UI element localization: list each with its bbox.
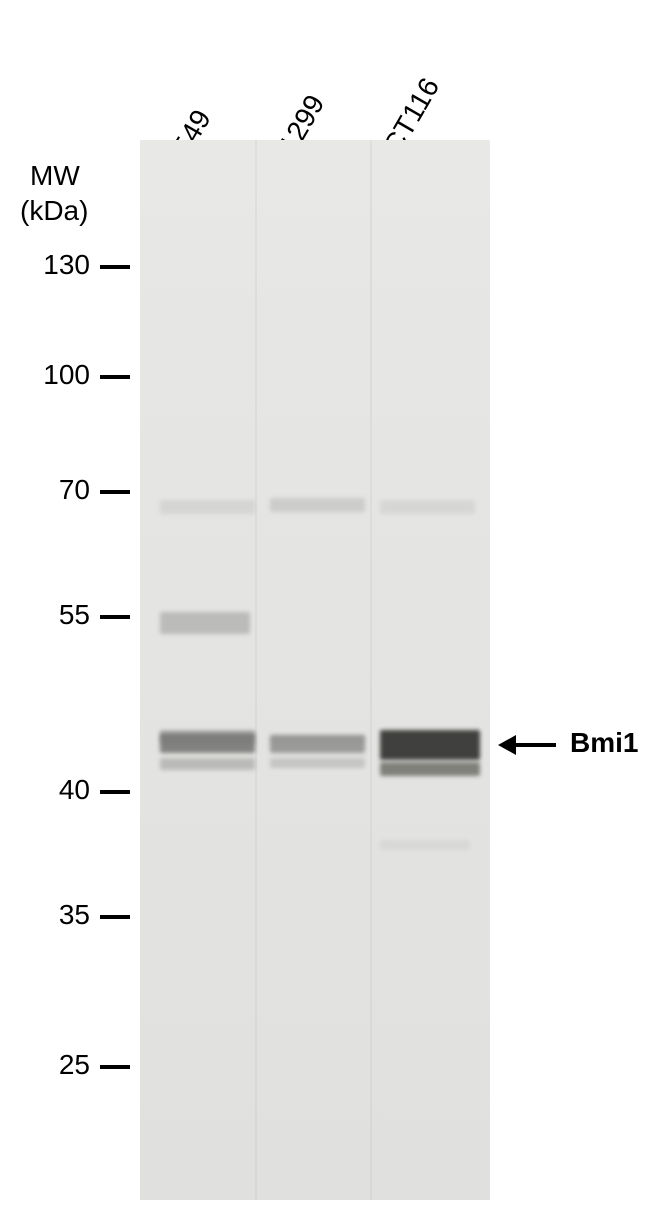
- mw-label-line1: MW: [30, 160, 80, 192]
- marker-label: 40: [30, 774, 90, 806]
- arrow-head-icon: [498, 735, 516, 755]
- blot-band: [380, 730, 480, 760]
- marker-tick: [100, 490, 130, 494]
- blot-band: [160, 733, 255, 753]
- marker-label: 100: [30, 359, 90, 391]
- marker-tick: [100, 1065, 130, 1069]
- marker-tick: [100, 265, 130, 269]
- blot-band: [270, 735, 365, 753]
- blot-band: [380, 500, 475, 514]
- marker-label: 25: [30, 1049, 90, 1081]
- blot-membrane: [140, 140, 490, 1200]
- target-arrow: [498, 735, 556, 755]
- blot-band: [270, 758, 365, 768]
- marker-label: 55: [30, 599, 90, 631]
- target-label: Bmi1: [570, 727, 638, 759]
- marker-tick: [100, 790, 130, 794]
- blot-band: [160, 500, 255, 514]
- marker-label: 70: [30, 474, 90, 506]
- lane-divider: [255, 140, 257, 1200]
- arrow-line: [516, 743, 556, 747]
- blot-band: [160, 612, 250, 634]
- lane-divider: [370, 140, 372, 1200]
- marker-tick: [100, 375, 130, 379]
- marker-tick: [100, 615, 130, 619]
- blot-band: [380, 762, 480, 776]
- marker-tick: [100, 915, 130, 919]
- blot-band: [160, 758, 255, 770]
- blot-band: [380, 840, 470, 850]
- blot-band: [270, 498, 365, 512]
- mw-label-line2: (kDa): [20, 195, 88, 227]
- marker-label: 130: [30, 249, 90, 281]
- blot-figure: MW (kDa) A549H1299HCT116 130100705540352…: [0, 0, 650, 1232]
- marker-label: 35: [30, 899, 90, 931]
